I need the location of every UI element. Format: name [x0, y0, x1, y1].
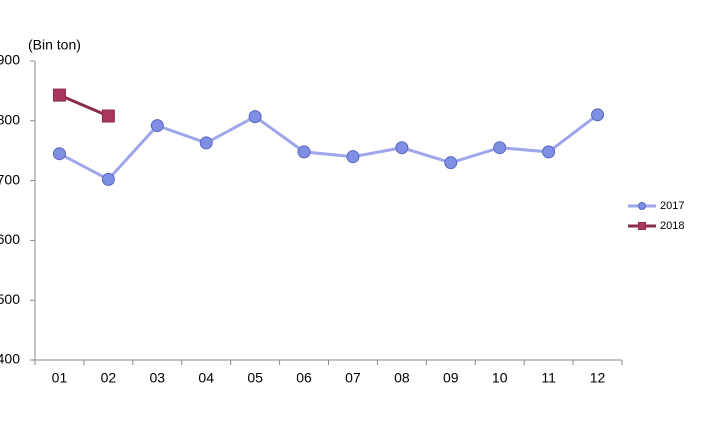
point	[101, 109, 115, 123]
x-tick-label: 02	[101, 370, 117, 386]
x-tick-label: 12	[590, 370, 606, 386]
x-tick-label: 06	[296, 370, 312, 386]
point	[542, 145, 556, 159]
point	[346, 150, 360, 164]
x-tick-label: 07	[345, 370, 361, 386]
legend-label: 2018	[660, 220, 684, 232]
point	[444, 156, 458, 170]
x-tick-label: 10	[492, 370, 508, 386]
series-line	[58, 113, 599, 182]
x-tick-label: 08	[394, 370, 410, 386]
point	[52, 88, 66, 102]
y-tick-label: 500	[0, 291, 20, 307]
point	[248, 110, 262, 124]
point	[52, 147, 66, 161]
y-tick-label: 800	[0, 112, 20, 128]
y-tick-label: 700	[0, 171, 20, 187]
point	[395, 141, 409, 155]
legend-marker	[638, 222, 646, 230]
y-tick-label: 400	[0, 351, 20, 367]
x-tick-label: 05	[247, 370, 263, 386]
point	[101, 172, 115, 186]
point	[150, 119, 164, 133]
point	[591, 108, 605, 122]
y-tick-label: 600	[0, 231, 20, 247]
point	[297, 145, 311, 159]
y-tick-label: 900	[0, 52, 20, 68]
x-tick-label: 09	[443, 370, 459, 386]
x-tick-label: 01	[52, 370, 68, 386]
x-tick-label: 04	[198, 370, 214, 386]
legend-marker	[638, 202, 646, 210]
point	[493, 141, 507, 155]
unit-label: (Bin ton)	[28, 37, 81, 53]
x-tick-label: 03	[150, 370, 166, 386]
legend-label: 2017	[660, 200, 684, 212]
point	[199, 136, 213, 150]
x-tick-label: 11	[541, 370, 556, 386]
series-line	[58, 93, 109, 118]
